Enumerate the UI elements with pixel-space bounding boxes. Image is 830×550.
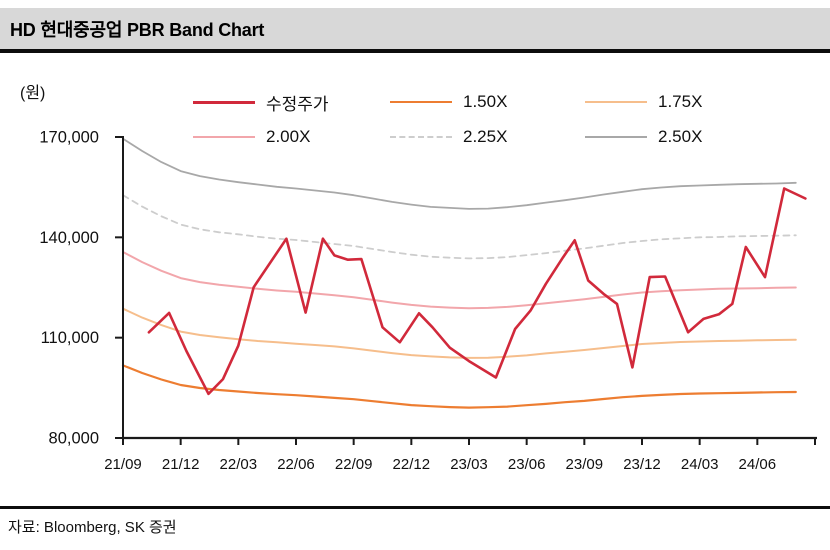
legend-label: 2.50X bbox=[658, 127, 703, 146]
legend-item-1.75X: 1.75X bbox=[585, 92, 703, 111]
x-tick-label: 22/03 bbox=[220, 456, 258, 473]
x-tick-label: 21/12 bbox=[162, 456, 200, 473]
y-tick-label: 170,000 bbox=[39, 129, 99, 147]
legend-label: 1.50X bbox=[463, 92, 508, 111]
legend-item-수정주가: 수정주가 bbox=[193, 93, 329, 114]
y-axis-unit-label: (원) bbox=[20, 84, 45, 102]
series-line-2.00X bbox=[122, 251, 797, 310]
x-tick-label: 23/09 bbox=[566, 456, 604, 473]
legend-label: 1.75X bbox=[658, 92, 703, 111]
source-note: 자료: Bloomberg, SK 증권 bbox=[8, 519, 177, 536]
legend-label: 수정주가 bbox=[266, 94, 329, 114]
legend-line-swatch bbox=[390, 136, 452, 138]
x-tick-label: 21/09 bbox=[104, 456, 142, 473]
legend-item-2.25X: 2.25X bbox=[390, 127, 508, 146]
legend-label: 2.00X bbox=[266, 127, 311, 146]
series-line-2.25X bbox=[122, 194, 797, 260]
footer-divider bbox=[0, 506, 830, 509]
y-tick-label: 80,000 bbox=[49, 430, 99, 448]
x-tick-label: 22/09 bbox=[335, 456, 373, 473]
x-tick-label: 24/03 bbox=[681, 456, 719, 473]
page-title: HD 현대중공업 PBR Band Chart bbox=[10, 19, 265, 40]
y-tick-label: 110,000 bbox=[41, 329, 99, 347]
legend-line-swatch bbox=[585, 101, 647, 103]
legend-item-1.50X: 1.50X bbox=[390, 92, 508, 111]
x-tick-label: 23/12 bbox=[623, 456, 661, 473]
x-tick-label: 23/06 bbox=[508, 456, 546, 473]
series-line-1.50X bbox=[121, 364, 797, 409]
x-tick-label: 22/12 bbox=[393, 456, 431, 473]
x-tick-label: 23/03 bbox=[450, 456, 488, 473]
legend-line-swatch bbox=[193, 100, 255, 104]
series-line-1.75X bbox=[122, 307, 797, 359]
legend-label: 2.25X bbox=[463, 127, 508, 146]
legend-line-swatch bbox=[585, 136, 647, 138]
legend-item-2.50X: 2.50X bbox=[585, 127, 703, 146]
series-line-2.50X bbox=[122, 137, 797, 210]
y-tick-label: 140,000 bbox=[39, 229, 99, 247]
title-bar: HD 현대중공업 PBR Band Chart bbox=[0, 8, 830, 53]
x-tick-label: 22/06 bbox=[277, 456, 315, 473]
chart-legend: 수정주가 1.50X 1.75X 2.00X 2.25X 2.50X bbox=[0, 0, 830, 170]
x-tick-label: 24/06 bbox=[739, 456, 777, 473]
legend-item-2.00X: 2.00X bbox=[193, 127, 311, 146]
series-line-수정주가 bbox=[147, 187, 807, 396]
legend-line-swatch bbox=[193, 136, 255, 138]
legend-line-swatch bbox=[390, 101, 452, 103]
